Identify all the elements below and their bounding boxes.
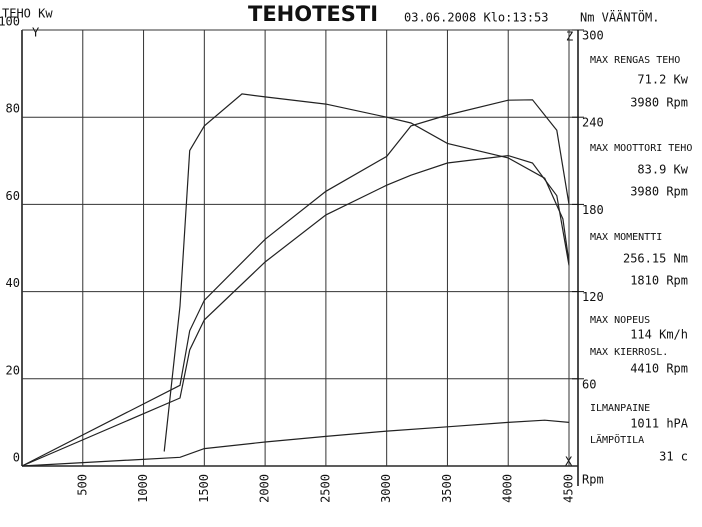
info-label: MAX MOMENTTI <box>590 232 662 243</box>
info-value: 4410 Rpm <box>630 362 688 376</box>
y-tick-label: 80 <box>6 102 20 116</box>
info-value: 3980 Rpm <box>630 96 688 110</box>
x-tick-label: 500 <box>75 474 89 496</box>
x-tick-label: 2000 <box>258 474 272 503</box>
left-header: TEHO Kw <box>2 7 53 21</box>
line-series <box>21 154 570 467</box>
info-value: 31 c <box>659 450 688 464</box>
info-value: 1011 hPA <box>630 417 689 431</box>
info-value: 1810 Rpm <box>630 274 688 288</box>
x-tick-label: 1500 <box>197 474 211 503</box>
x-tick-label: 1000 <box>136 474 150 503</box>
info-label: LÄMPÖTILA <box>590 433 644 446</box>
y2-axis-letter: Z <box>566 30 573 44</box>
line-series <box>21 419 570 467</box>
date-time: 03.06.2008 Klo:13:53 <box>404 11 549 25</box>
info-value: 114 Km/h <box>630 328 688 342</box>
info-label: MAX NOPEUS <box>590 315 650 326</box>
y2-tick-label: 120 <box>582 290 604 304</box>
y-tick-label: 60 <box>6 189 20 203</box>
y2-tick-label: 180 <box>582 203 604 217</box>
info-label: MAX KIERROSL. <box>590 347 668 358</box>
y-axis-letter: Y <box>32 26 40 40</box>
line-series <box>21 99 570 467</box>
info-value: 256.15 Nm <box>623 252 688 266</box>
info-label: ILMANPAINE <box>590 403 650 414</box>
info-label: MAX MOOTTORI TEHO <box>590 143 692 154</box>
info-value: 3980 Rpm <box>630 185 688 199</box>
line-series <box>163 93 570 452</box>
info-value: 71.2 Kw <box>637 73 688 87</box>
y-tick-label: 20 <box>6 363 20 377</box>
x-tick-label: 4500 <box>562 474 576 503</box>
x-tick-label: 4000 <box>501 474 515 503</box>
right-header: Nm VÄÄNTÖM. <box>580 9 659 25</box>
y-tick-label: 40 <box>6 276 20 290</box>
y2-tick-label: 60 <box>582 377 596 391</box>
x-axis-label: Rpm <box>582 473 604 487</box>
y2-tick-label: 240 <box>582 116 604 130</box>
x-tick-label: 2500 <box>318 474 332 503</box>
info-value: 83.9 Kw <box>637 163 688 177</box>
y-tick-label: 0 <box>13 451 20 465</box>
chart-title: TEHOTESTI <box>248 2 378 26</box>
y2-tick-label: 300 <box>582 29 604 43</box>
info-label: MAX RENGAS TEHO <box>590 55 680 66</box>
x-tick-label: 3500 <box>440 474 454 503</box>
x-tick-label: 3000 <box>379 474 393 503</box>
y-tick-label: 100 <box>0 15 20 29</box>
